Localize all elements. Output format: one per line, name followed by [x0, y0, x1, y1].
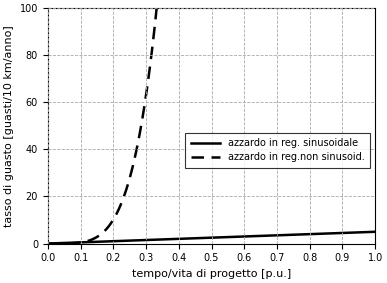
Y-axis label: tasso di guasto [guasti/10 km/anno]: tasso di guasto [guasti/10 km/anno]	[4, 25, 14, 227]
Line: azzardo in reg.non sinusoid.: azzardo in reg.non sinusoid.	[48, 7, 157, 244]
azzardo in reg.non sinusoid.	[47, 242, 52, 245]
azzardo in reg.non sinusoid.	[146, 78, 151, 82]
azzardo in reg. sinusoidale	[105, 240, 110, 243]
azzardo in reg. sinusoidale	[259, 234, 263, 238]
azzardo in reg. sinusoidale	[171, 237, 175, 241]
azzardo in reg.non sinusoid.	[144, 88, 149, 92]
azzardo in reg.non sinusoid.	[99, 232, 104, 235]
azzardo in reg.non sinusoid.	[46, 242, 50, 245]
azzardo in reg. sinusoidale	[242, 235, 247, 238]
Legend: azzardo in reg. sinusoidale, azzardo in reg.non sinusoid.: azzardo in reg. sinusoidale, azzardo in …	[185, 132, 370, 168]
azzardo in reg.non sinusoid.	[84, 239, 89, 243]
Line: azzardo in reg. sinusoidale: azzardo in reg. sinusoidale	[48, 232, 375, 244]
azzardo in reg. sinusoidale	[46, 242, 50, 245]
azzardo in reg.non sinusoid.	[142, 108, 146, 111]
X-axis label: tempo/vita di progetto [p.u.]: tempo/vita di progetto [p.u.]	[132, 269, 291, 279]
azzardo in reg. sinusoidale	[373, 230, 378, 233]
azzardo in reg.non sinusoid.	[154, 6, 159, 9]
azzardo in reg. sinusoidale	[290, 233, 295, 237]
azzardo in reg. sinusoidale	[315, 232, 319, 235]
